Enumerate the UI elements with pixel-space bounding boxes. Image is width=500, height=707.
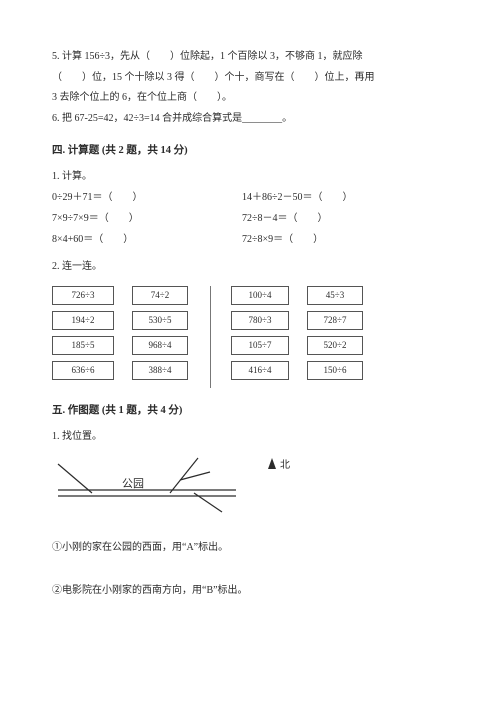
match-cell: 726÷3	[52, 286, 114, 305]
park-map-svg: 公园	[52, 450, 242, 514]
match-cell: 728÷7	[307, 311, 363, 330]
sec4-item2: 2. 连一连。	[52, 257, 448, 272]
match-cell: 185÷5	[52, 336, 114, 355]
match-col-b: 74÷2 530÷5 968÷4 388÷4	[132, 286, 188, 388]
question-6: 6. 把 67-25=42，42÷3=14 合并成综合算式是________。	[52, 110, 448, 129]
calc-1-left: 0÷29＋71＝（ ）	[52, 188, 242, 207]
section-5-title: 五. 作图题 (共 1 题，共 4 分)	[52, 402, 448, 417]
match-group-1: 726÷3 194÷2 185÷5 636÷6 74÷2 530÷5 968÷4…	[52, 286, 188, 388]
match-col-c: 100÷4 780÷3 105÷7 416÷4	[231, 286, 289, 388]
match-cell: 100÷4	[231, 286, 289, 305]
calc-2-right: 72÷8－4＝（ ）	[242, 209, 448, 228]
match-cell: 780÷3	[231, 311, 289, 330]
question-5-line2: （ ）位，15 个十除以 3 得（ ）个十，商写在（ ）位上，再用	[52, 69, 448, 88]
match-cell: 194÷2	[52, 311, 114, 330]
match-col-a: 726÷3 194÷2 185÷5 636÷6	[52, 286, 114, 388]
match-group-2: 100÷4 780÷3 105÷7 416÷4 45÷3 728÷7 520÷2…	[231, 286, 363, 388]
sec5-q1: ①小刚的家在公园的西面，用“A”标出。	[52, 538, 448, 553]
calc-row-3: 8×4+60＝（ ） 72÷8×9＝（ ）	[52, 230, 448, 249]
match-cell: 105÷7	[231, 336, 289, 355]
sec5-q2: ②电影院在小刚家的西南方向，用“B”标出。	[52, 581, 448, 596]
match-cell: 45÷3	[307, 286, 363, 305]
match-cell: 636÷6	[52, 361, 114, 380]
calc-row-1: 0÷29＋71＝（ ） 14＋86÷2－50＝（ ）	[52, 188, 448, 207]
park-diagram: 公园 北	[52, 450, 448, 514]
match-divider	[210, 286, 211, 388]
sec5-item1: 1. 找位置。	[52, 427, 448, 442]
sec4-item1: 1. 计算。	[52, 167, 448, 182]
question-5-line1: 5. 计算 156÷3，先从（ ）位除起，1 个百除以 3，不够商 1，就应除	[52, 48, 448, 67]
match-cell: 388÷4	[132, 361, 188, 380]
calc-row-2: 7×9÷7×9＝（ ） 72÷8－4＝（ ）	[52, 209, 448, 228]
match-cell: 530÷5	[132, 311, 188, 330]
calc-1-right: 14＋86÷2－50＝（ ）	[242, 188, 448, 207]
calc-2-left: 7×9÷7×9＝（ ）	[52, 209, 242, 228]
north-indicator: 北	[268, 456, 290, 471]
park-label: 公园	[122, 477, 144, 490]
question-5-line3: 3 去除个位上的 6，在个位上商（ ）。	[52, 89, 448, 108]
match-cell: 520÷2	[307, 336, 363, 355]
calc-3-right: 72÷8×9＝（ ）	[242, 230, 448, 249]
match-container: 726÷3 194÷2 185÷5 636÷6 74÷2 530÷5 968÷4…	[52, 286, 448, 388]
match-cell: 416÷4	[231, 361, 289, 380]
match-cell: 74÷2	[132, 286, 188, 305]
match-cell: 150÷6	[307, 361, 363, 380]
match-cell: 968÷4	[132, 336, 188, 355]
match-col-d: 45÷3 728÷7 520÷2 150÷6	[307, 286, 363, 388]
section-4-title: 四. 计算题 (共 2 题，共 14 分)	[52, 142, 448, 157]
calc-3-left: 8×4+60＝（ ）	[52, 230, 242, 249]
